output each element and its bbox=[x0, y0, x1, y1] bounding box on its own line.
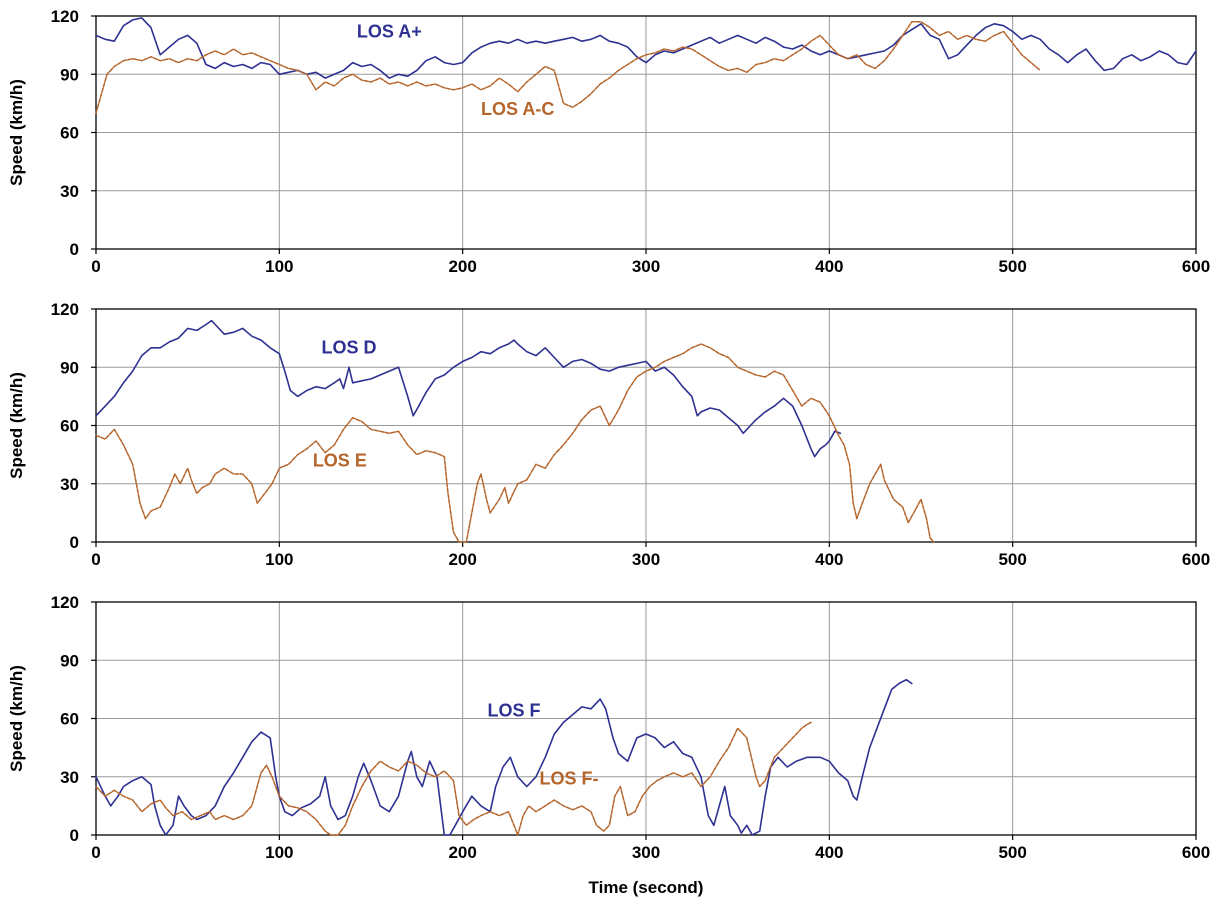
x-tick-label: 200 bbox=[448, 843, 476, 862]
y-tick-label: 120 bbox=[51, 7, 79, 26]
x-tick-label: 100 bbox=[265, 257, 293, 276]
x-tick-label: 300 bbox=[632, 550, 660, 569]
y-tick-label: 90 bbox=[60, 651, 79, 670]
y-tick-label: 30 bbox=[60, 768, 79, 787]
y-axis-label: Speed (km/h) bbox=[7, 665, 26, 772]
x-tick-label: 400 bbox=[815, 843, 843, 862]
x-tick-label: 100 bbox=[265, 843, 293, 862]
x-tick-label: 600 bbox=[1182, 550, 1210, 569]
chart-panel-2: 0 100 200 300 400 500 600 0 30 60 90 120 Speed (km/h… bbox=[7, 300, 1210, 569]
x-tick-label: 100 bbox=[265, 550, 293, 569]
series-label-los-f: LOS F- bbox=[540, 769, 599, 789]
y-tick-label: 90 bbox=[60, 65, 79, 84]
series-label-los-d: LOS D bbox=[321, 338, 376, 358]
x-tick-label: 0 bbox=[91, 550, 100, 569]
y-tick-label: 30 bbox=[60, 182, 79, 201]
chart-panel-3: 0 100 200 300 400 500 600 0 30 60 90 120 Speed (km/h… bbox=[7, 593, 1210, 862]
y-axis-label: Speed (km/h) bbox=[7, 372, 26, 479]
y-tick-label: 60 bbox=[60, 124, 79, 143]
series-label-los-f: LOS F bbox=[488, 701, 541, 721]
x-tick-label: 600 bbox=[1182, 843, 1210, 862]
series-label-los-e: LOS E bbox=[313, 450, 367, 470]
series-line-los-a bbox=[95, 17, 1197, 79]
x-tick-label: 500 bbox=[998, 257, 1026, 276]
series-label-los-a-c: LOS A-C bbox=[481, 99, 554, 119]
y-tick-label: 120 bbox=[51, 300, 79, 319]
x-tick-label: 400 bbox=[815, 257, 843, 276]
y-tick-label: 60 bbox=[60, 710, 79, 729]
series-line-los-f bbox=[95, 721, 812, 836]
y-tick-label: 90 bbox=[60, 358, 79, 377]
series-label-los-a: LOS A+ bbox=[357, 21, 422, 41]
x-tick-label: 0 bbox=[91, 257, 100, 276]
y-tick-label: 120 bbox=[51, 593, 79, 612]
y-tick-label: 0 bbox=[70, 826, 79, 845]
chart-panel-1: 0 100 200 300 400 500 600 0 30 60 90 120 Speed (km/h… bbox=[7, 7, 1210, 276]
x-tick-label: 200 bbox=[448, 550, 476, 569]
x-tick-label: 300 bbox=[632, 257, 660, 276]
y-tick-label: 30 bbox=[60, 475, 79, 494]
y-axis-label: Speed (km/h) bbox=[7, 79, 26, 186]
y-tick-label: 60 bbox=[60, 417, 79, 436]
y-tick-label: 0 bbox=[70, 533, 79, 552]
x-axis-label: Time (second) bbox=[589, 878, 704, 897]
x-tick-label: 500 bbox=[998, 550, 1026, 569]
series-line-los-a-c bbox=[95, 21, 1041, 114]
series-line-los-f bbox=[95, 678, 913, 836]
x-tick-label: 200 bbox=[448, 257, 476, 276]
x-tick-label: 300 bbox=[632, 843, 660, 862]
y-tick-label: 0 bbox=[70, 240, 79, 259]
x-tick-label: 0 bbox=[91, 843, 100, 862]
series-line-los-d bbox=[95, 319, 842, 458]
series-line-los-e bbox=[95, 343, 935, 543]
x-tick-label: 400 bbox=[815, 550, 843, 569]
x-tick-label: 600 bbox=[1182, 257, 1210, 276]
x-tick-label: 500 bbox=[998, 843, 1026, 862]
